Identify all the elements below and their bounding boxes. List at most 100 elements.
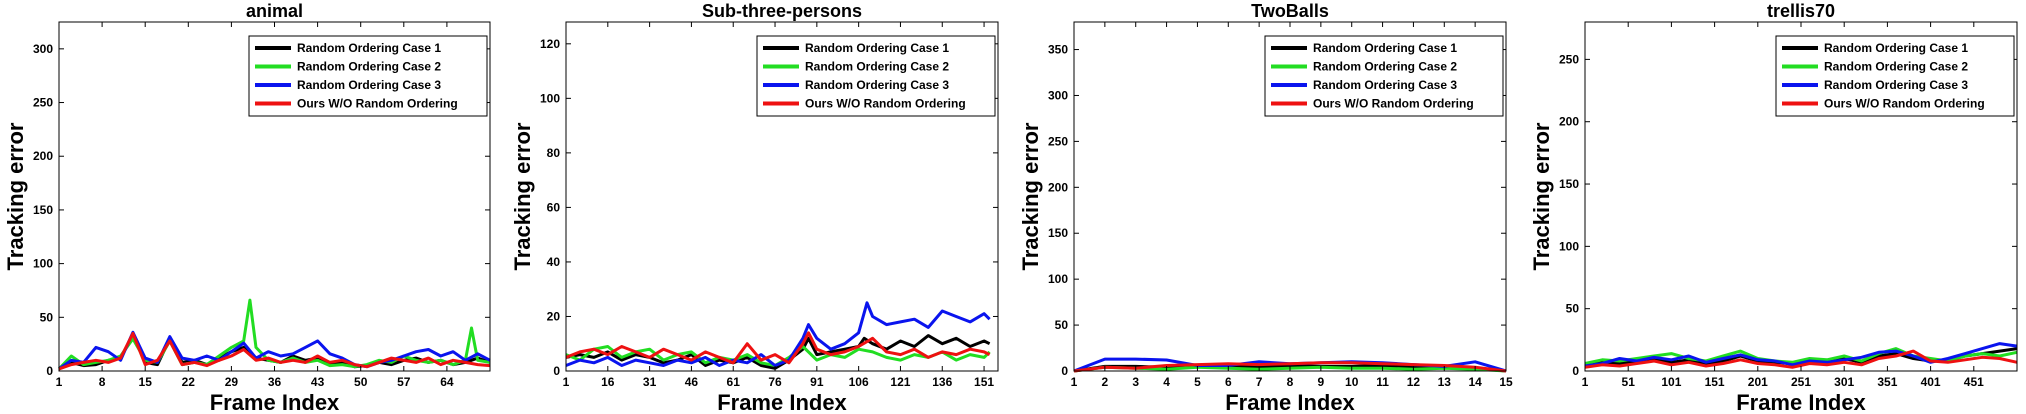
legend-entry: Ours W/O Random Ordering <box>1313 97 1474 111</box>
y-tick-label: 50 <box>1566 302 1580 316</box>
chart-panel-0: animal 0 50 100 150 200 250 300 1 8 15 22 29 36 43 50 57… <box>3 1 491 414</box>
legend-entry: Random Ordering Case 2 <box>297 60 441 74</box>
x-tick-label: 15 <box>1499 375 1513 389</box>
y-tick-label: 50 <box>1055 318 1069 332</box>
y-tick-label: 150 <box>1559 177 1579 191</box>
x-tick-label: 1 <box>1582 375 1589 389</box>
x-tick-label: 91 <box>810 375 824 389</box>
x-tick-label: 2 <box>1102 375 1109 389</box>
x-tick-label: 10 <box>1345 375 1359 389</box>
x-tick-label: 13 <box>1438 375 1452 389</box>
x-tick-label: 106 <box>849 375 869 389</box>
x-tick-label: 251 <box>1791 375 1811 389</box>
series-line <box>58 331 491 371</box>
y-tick-label: 20 <box>547 309 561 323</box>
x-tick-label: 64 <box>440 375 454 389</box>
x-tick-label: 31 <box>643 375 657 389</box>
x-axis-label: Frame Index <box>1736 390 1866 414</box>
axes-frame <box>565 21 999 372</box>
x-tick-label: 4 <box>1163 375 1170 389</box>
x-tick-label: 451 <box>1964 375 1984 389</box>
legend-entry: Random Ordering Case 3 <box>805 78 949 92</box>
chart-title: trellis70 <box>1767 1 1835 21</box>
y-tick-label: 250 <box>33 96 53 110</box>
y-tick-label: 80 <box>547 146 561 160</box>
x-tick-label: 3 <box>1132 375 1139 389</box>
y-tick-label: 150 <box>1048 226 1068 240</box>
x-axis-label: Frame Index <box>210 390 340 414</box>
x-tick-label: 57 <box>397 375 411 389</box>
chart-title: Sub-three-persons <box>702 1 862 21</box>
x-tick-label: 12 <box>1407 375 1421 389</box>
legend: Random Ordering Case 1 Random Ordering Ca… <box>248 35 488 117</box>
y-tick-label: 250 <box>1048 134 1068 148</box>
series-line <box>1584 349 2018 369</box>
x-tick-label: 16 <box>601 375 615 389</box>
legend: Random Ordering Case 1 Random Ordering Ca… <box>756 35 996 117</box>
x-tick-label: 9 <box>1318 375 1325 389</box>
x-tick-label: 301 <box>1834 375 1854 389</box>
y-tick-label: 150 <box>33 203 53 217</box>
y-tick-label: 100 <box>1048 272 1068 286</box>
y-tick-label: 100 <box>540 91 560 105</box>
legend-entry: Ours W/O Random Ordering <box>805 97 966 111</box>
legend-entry: Random Ordering Case 3 <box>297 78 441 92</box>
x-tick-label: 401 <box>1921 375 1941 389</box>
x-tick-label: 76 <box>768 375 782 389</box>
y-tick-label: 0 <box>553 364 560 378</box>
y-tick-label: 200 <box>33 149 53 163</box>
x-tick-label: 1 <box>563 375 570 389</box>
x-tick-label: 50 <box>354 375 368 389</box>
y-tick-label: 100 <box>33 257 53 271</box>
x-tick-label: 61 <box>727 375 741 389</box>
y-tick-label: 300 <box>1048 88 1068 102</box>
x-tick-label: 1 <box>1071 375 1078 389</box>
legend: Random Ordering Case 1 Random Ordering Ca… <box>1775 35 2015 117</box>
legend-entry: Random Ordering Case 1 <box>1824 41 1968 55</box>
y-tick-label: 60 <box>547 200 561 214</box>
x-tick-label: 6 <box>1225 375 1232 389</box>
chart-title: TwoBalls <box>1251 1 1329 21</box>
y-axis-label: Tracking error <box>3 122 28 270</box>
y-tick-label: 100 <box>1559 239 1579 253</box>
x-tick-label: 121 <box>890 375 910 389</box>
legend-entry: Random Ordering Case 1 <box>1313 41 1457 55</box>
legend-entry: Ours W/O Random Ordering <box>297 97 458 111</box>
series-line <box>565 301 991 367</box>
chart-title: animal <box>246 1 303 21</box>
x-tick-label: 29 <box>225 375 239 389</box>
x-axis-label: Frame Index <box>1225 390 1355 414</box>
series-line <box>1584 342 2018 368</box>
x-axis-label: Frame Index <box>717 390 847 414</box>
chart-panel-1: Sub-three-persons 0 20 40 60 80 100 120 1 16 31 46 6… <box>510 1 999 414</box>
x-tick-label: 151 <box>974 375 994 389</box>
x-tick-label: 14 <box>1468 375 1482 389</box>
legend-entry: Random Ordering Case 2 <box>1313 60 1457 74</box>
y-tick-label: 0 <box>46 364 53 378</box>
y-tick-label: 0 <box>1572 364 1579 378</box>
y-tick-label: 250 <box>1559 52 1579 66</box>
x-tick-label: 1 <box>56 375 63 389</box>
legend-entry: Random Ordering Case 3 <box>1824 78 1968 92</box>
y-tick-label: 40 <box>547 255 561 269</box>
x-tick-label: 101 <box>1661 375 1681 389</box>
series-line <box>565 331 991 365</box>
x-tick-label: 201 <box>1748 375 1768 389</box>
x-tick-label: 8 <box>1287 375 1294 389</box>
x-tick-label: 151 <box>1705 375 1725 389</box>
x-tick-label: 36 <box>268 375 282 389</box>
x-tick-label: 15 <box>139 375 153 389</box>
y-tick-label: 120 <box>540 37 560 51</box>
y-tick-label: 300 <box>33 42 53 56</box>
y-tick-label: 0 <box>1061 364 1068 378</box>
x-tick-label: 5 <box>1194 375 1201 389</box>
x-tick-label: 46 <box>685 375 699 389</box>
x-tick-label: 43 <box>311 375 325 389</box>
y-tick-label: 200 <box>1048 180 1068 194</box>
legend-entry: Random Ordering Case 2 <box>1824 60 1968 74</box>
legend-entry: Random Ordering Case 3 <box>1313 78 1457 92</box>
series-line <box>1073 361 1507 373</box>
y-tick-label: 200 <box>1559 115 1579 129</box>
